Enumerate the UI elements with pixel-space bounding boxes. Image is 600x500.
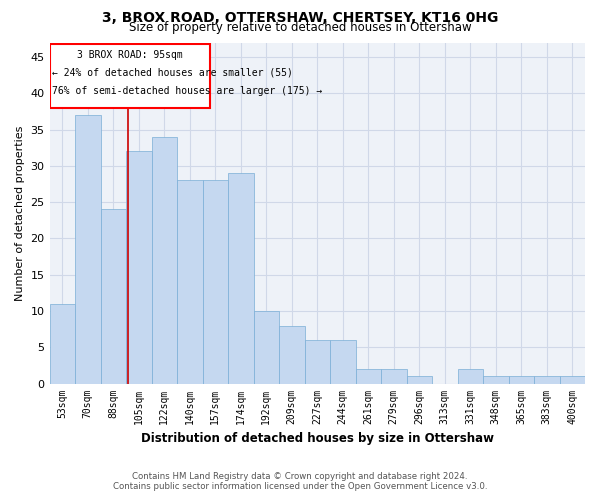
Bar xyxy=(75,115,101,384)
Bar xyxy=(483,376,509,384)
Bar xyxy=(152,137,177,384)
Text: 3, BROX ROAD, OTTERSHAW, CHERTSEY, KT16 0HG: 3, BROX ROAD, OTTERSHAW, CHERTSEY, KT16 … xyxy=(102,11,498,25)
Bar xyxy=(101,210,126,384)
Bar xyxy=(203,180,228,384)
Bar xyxy=(381,369,407,384)
Bar xyxy=(356,369,381,384)
Bar xyxy=(560,376,585,384)
Bar xyxy=(407,376,432,384)
Bar xyxy=(254,311,279,384)
Bar xyxy=(458,369,483,384)
Bar xyxy=(126,152,152,384)
X-axis label: Distribution of detached houses by size in Ottershaw: Distribution of detached houses by size … xyxy=(141,432,494,445)
Bar xyxy=(534,376,560,384)
Y-axis label: Number of detached properties: Number of detached properties xyxy=(15,126,25,300)
Bar xyxy=(50,304,75,384)
Bar xyxy=(509,376,534,384)
FancyBboxPatch shape xyxy=(50,44,210,108)
Bar xyxy=(228,173,254,384)
Bar xyxy=(330,340,356,384)
Text: 76% of semi-detached houses are larger (175) →: 76% of semi-detached houses are larger (… xyxy=(52,86,322,96)
Bar xyxy=(279,326,305,384)
Text: Contains HM Land Registry data © Crown copyright and database right 2024.
Contai: Contains HM Land Registry data © Crown c… xyxy=(113,472,487,491)
Text: Size of property relative to detached houses in Ottershaw: Size of property relative to detached ho… xyxy=(128,21,472,34)
Text: 3 BROX ROAD: 95sqm: 3 BROX ROAD: 95sqm xyxy=(77,50,183,60)
Bar xyxy=(305,340,330,384)
Text: ← 24% of detached houses are smaller (55): ← 24% of detached houses are smaller (55… xyxy=(52,68,293,78)
Bar xyxy=(177,180,203,384)
